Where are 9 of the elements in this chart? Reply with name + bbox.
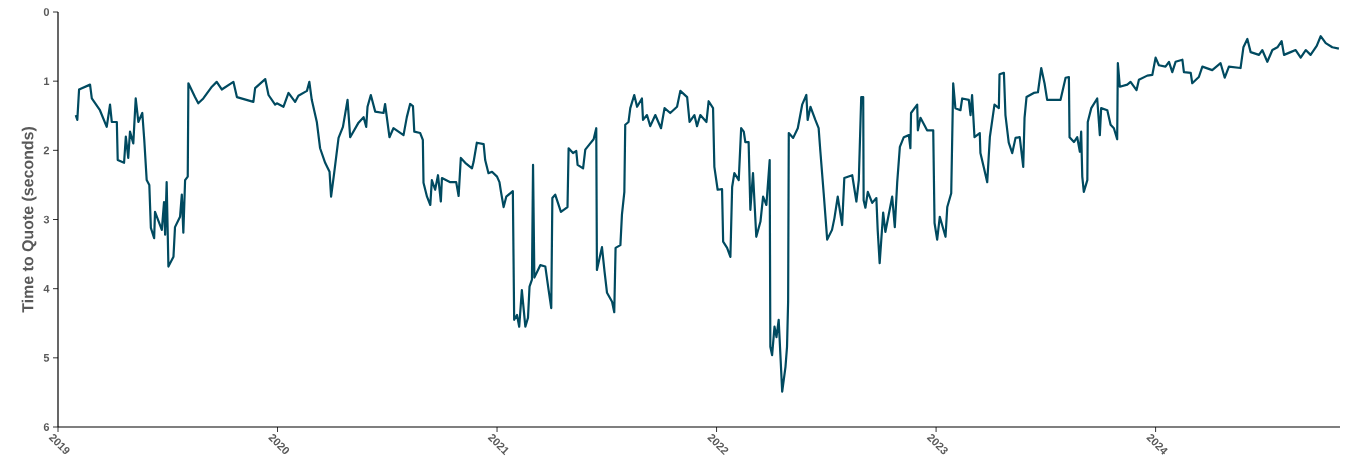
y-tick-label: 1 <box>44 77 50 85</box>
y-tick-label: 5 <box>43 354 50 362</box>
y-axis-title: Time to Quote (seconds) <box>21 127 37 313</box>
line-series <box>74 35 1340 393</box>
y-tick-label: 6 <box>43 423 50 431</box>
y-tick-label: 3 <box>43 215 50 224</box>
y-tick-label: 0 <box>43 8 50 16</box>
y-tick-label: 2 <box>43 146 50 155</box>
y-tick-label: 4 <box>43 284 50 293</box>
